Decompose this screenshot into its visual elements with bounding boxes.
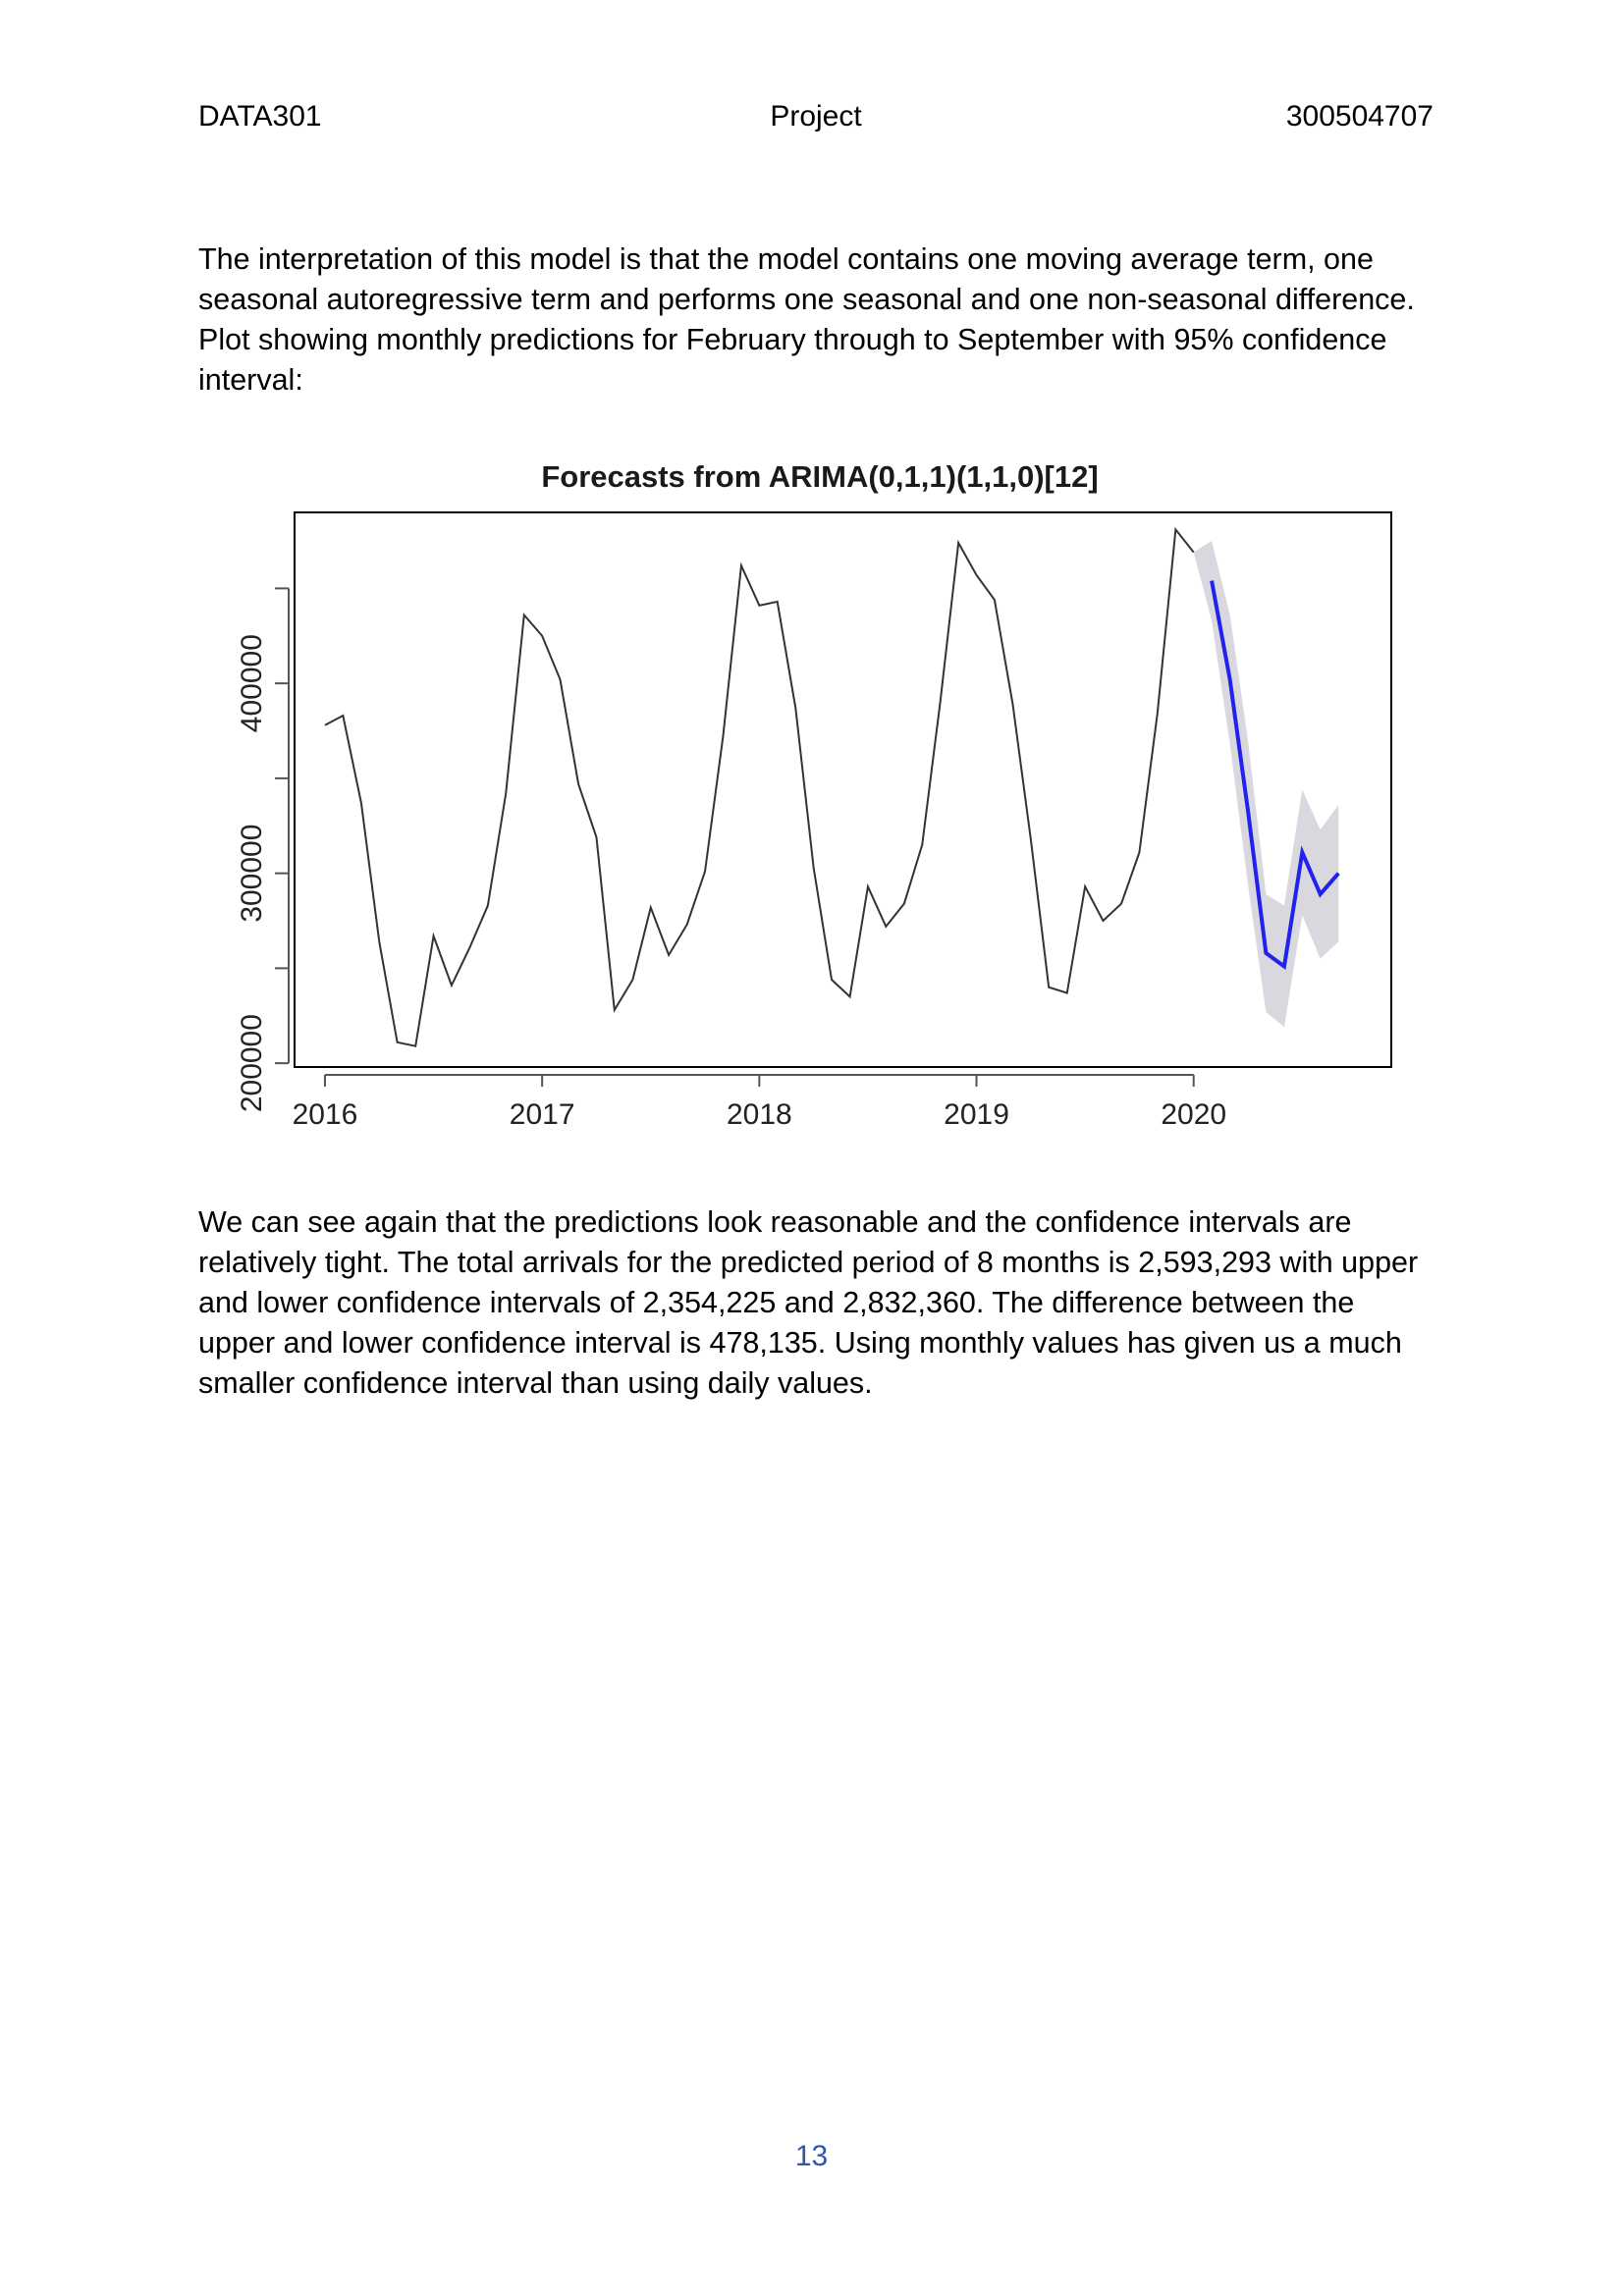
paragraph-intro: The interpretation of this model is that…	[198, 242, 1415, 397]
paragraph-conclusion: We can see again that the predictions lo…	[198, 1205, 1419, 1400]
forecast-chart: Forecasts from ARIMA(0,1,1)(1,1,0)[12] 2…	[236, 459, 1392, 1131]
y-tick-label: 200000	[236, 1014, 268, 1112]
page-number: 13	[794, 2140, 829, 2172]
forecast-series-line	[1210, 580, 1340, 970]
x-tick-label: 2018	[727, 1098, 792, 1131]
page-header: DATA301 Project 300504707	[198, 100, 1434, 139]
y-tick-label: 400000	[236, 634, 268, 732]
x-tick-label: 2016	[293, 1098, 358, 1131]
chart-title: Forecasts from ARIMA(0,1,1)(1,1,0)[12]	[541, 459, 1098, 494]
confidence-interval-band	[1193, 541, 1339, 1028]
x-tick-label: 2017	[510, 1098, 575, 1131]
x-tick-label: 2019	[944, 1098, 1009, 1131]
x-tick-label: 2020	[1161, 1098, 1226, 1131]
course-code: DATA301	[198, 100, 322, 133]
y-tick-label: 300000	[236, 825, 268, 923]
document-title: Project	[770, 100, 862, 133]
forecast-figure: Forecasts from ARIMA(0,1,1)(1,1,0)[12] 2…	[196, 442, 1434, 1168]
plot-frame	[294, 511, 1392, 1068]
student-id: 300504707	[1285, 100, 1434, 133]
observed-series-line	[324, 526, 1195, 1047]
